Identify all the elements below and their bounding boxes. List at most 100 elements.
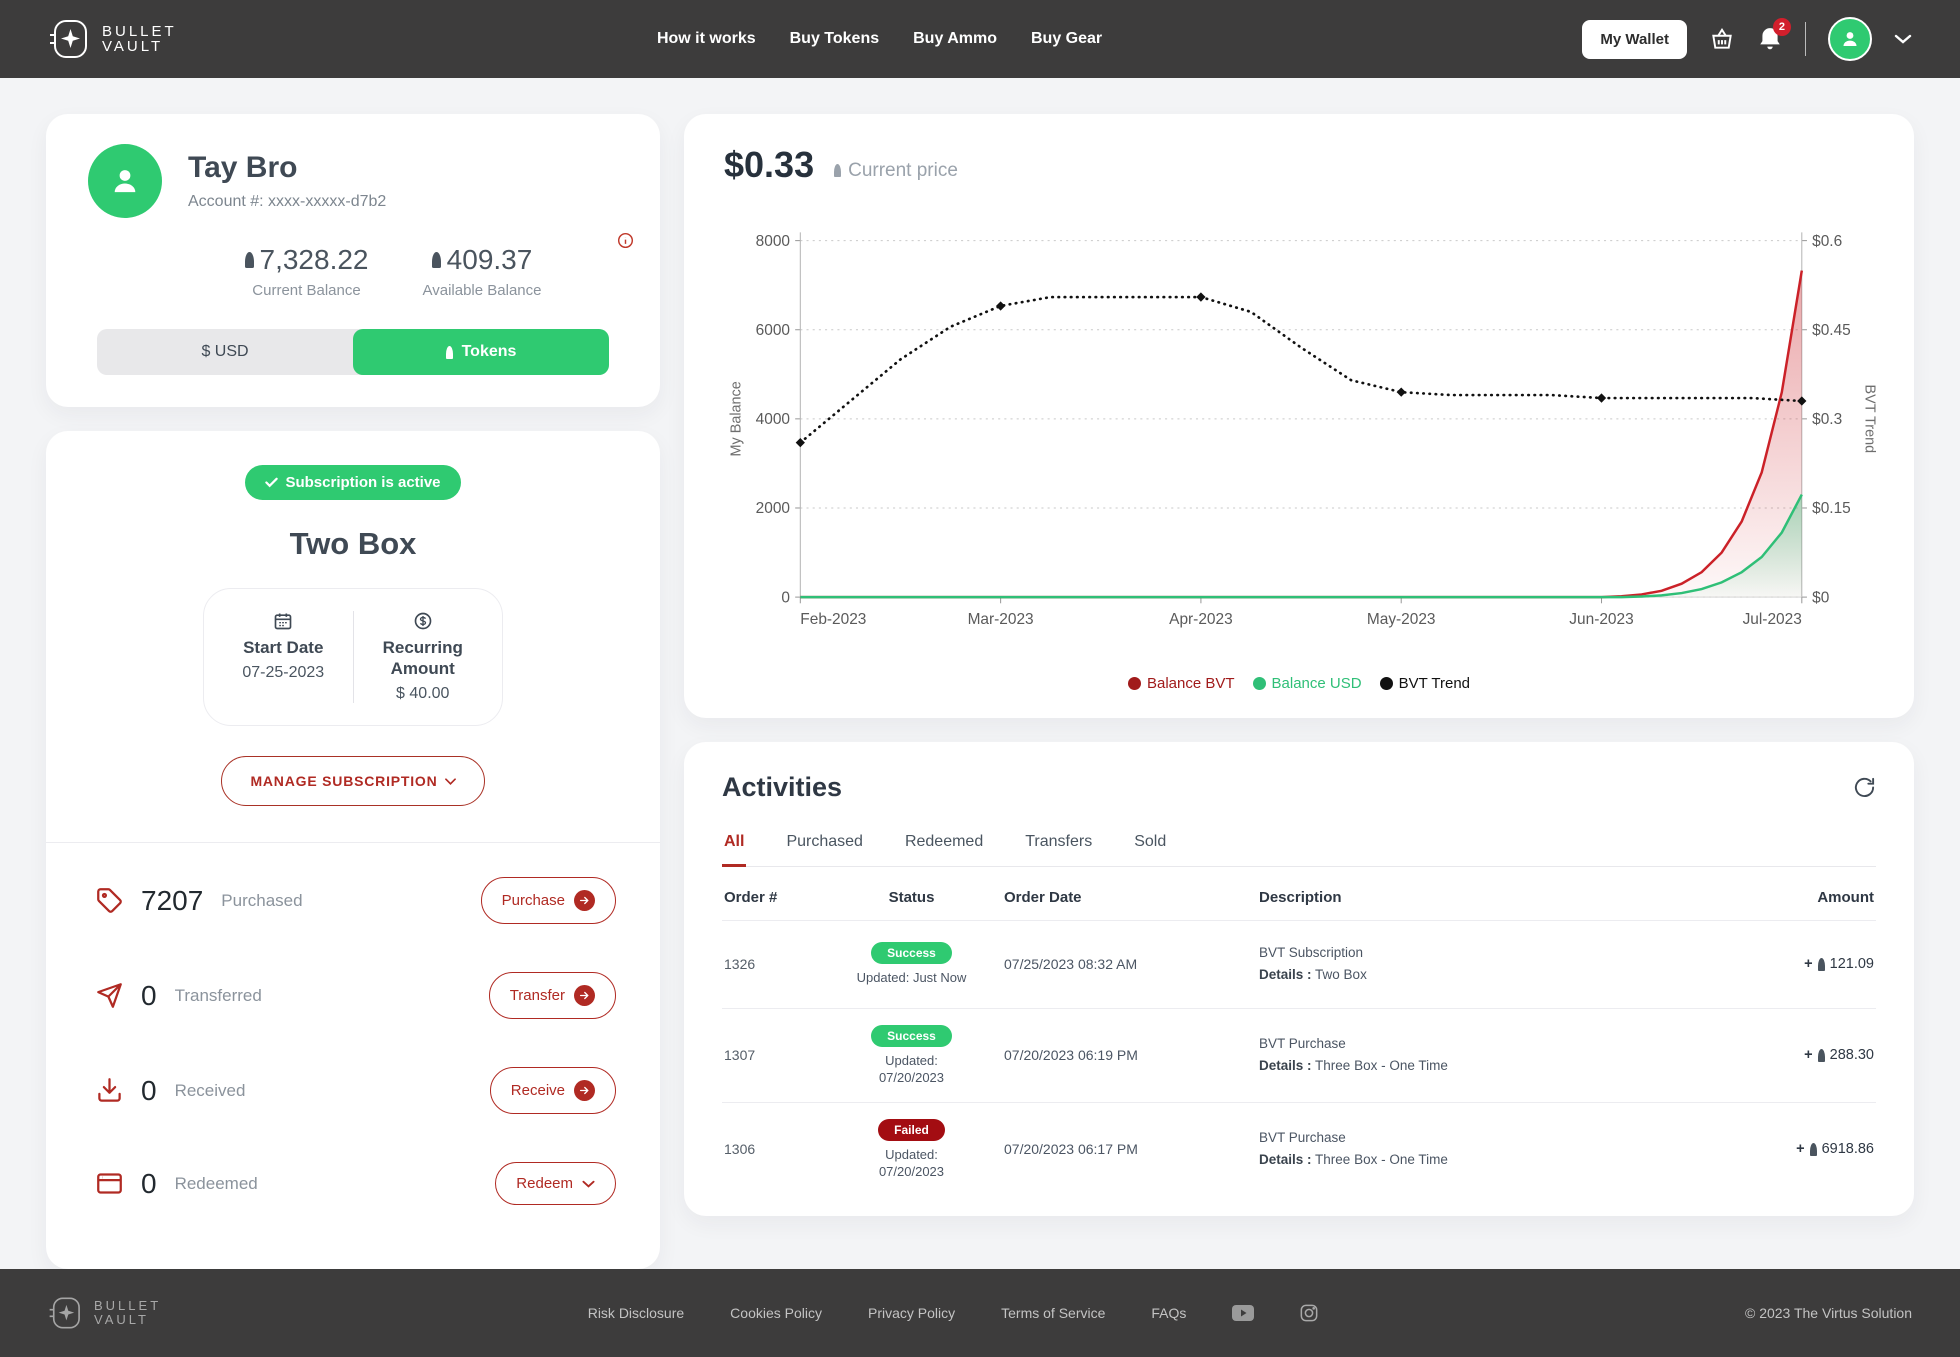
activities-title: Activities: [722, 771, 843, 802]
transfer-button[interactable]: Transfer: [488, 972, 616, 1019]
svg-text:$0.6: $0.6: [1812, 233, 1842, 250]
table-header: Order # Status Order Date Description Am…: [722, 867, 1876, 920]
nav-buy-tokens[interactable]: Buy Tokens: [789, 30, 880, 47]
footer-faqs[interactable]: FAQs: [1151, 1305, 1187, 1321]
recurring-amount-label: Recurring Amount: [382, 638, 463, 678]
legend-bvt-trend[interactable]: BVT Trend: [1379, 675, 1470, 692]
available-balance-block: 409.37 Available Balance: [423, 244, 542, 299]
tab-all[interactable]: All: [722, 833, 747, 867]
profile-account-number: Account #: xxxx-xxxxx-d7b2: [188, 193, 387, 210]
legend-balance-usd[interactable]: Balance USD: [1252, 675, 1362, 692]
cart-button[interactable]: [1709, 26, 1735, 52]
purchased-label: Purchased: [221, 890, 303, 910]
refresh-icon[interactable]: [1853, 776, 1876, 799]
order-amount: + 121.09: [1804, 956, 1874, 973]
receive-button[interactable]: Receive: [489, 1067, 616, 1114]
svg-text:4000: 4000: [756, 411, 790, 428]
info-icon[interactable]: [617, 232, 634, 249]
profile-name: Tay Bro: [188, 151, 298, 184]
tab-redeemed[interactable]: Redeemed: [904, 832, 984, 850]
dollar-circle-icon: [413, 611, 433, 631]
order-description: BVT Purchase Details : Three Box - One T…: [1259, 1036, 1448, 1074]
download-tray-icon: [96, 1077, 123, 1104]
wallet-card-icon: [96, 1170, 123, 1197]
plan-name: Two Box: [289, 526, 417, 561]
bullet-icon: [431, 252, 441, 268]
nav-buy-ammo[interactable]: Buy Ammo: [913, 30, 997, 47]
shopping-basket-icon: [1709, 26, 1735, 52]
tab-transfers[interactable]: Transfers: [1025, 832, 1093, 850]
order-amount: + 288.30: [1804, 1047, 1874, 1064]
svg-text:$0.45: $0.45: [1812, 322, 1851, 339]
tab-purchased[interactable]: Purchased: [786, 832, 863, 850]
purchase-button[interactable]: Purchase: [480, 877, 616, 924]
tab-sold[interactable]: Sold: [1134, 832, 1167, 850]
notifications-button[interactable]: 2: [1757, 18, 1791, 52]
main-content: Tay Bro Account #: xxxx-xxxxx-d7b2 7,328…: [0, 78, 1960, 1269]
divider: [46, 842, 660, 843]
copyright: © 2023 The Virtus Solution: [1744, 1305, 1912, 1321]
redeemed-label: Redeemed: [174, 1173, 258, 1193]
received-label: Received: [174, 1080, 246, 1100]
check-icon: [265, 477, 279, 488]
brand-logo[interactable]: BULLET VAULT: [48, 16, 177, 62]
footer-risk-disclosure[interactable]: Risk Disclosure: [587, 1305, 685, 1321]
order-id: 1307: [724, 1047, 756, 1064]
account-menu-chevron-icon[interactable]: [1894, 34, 1912, 44]
svg-text:BVT Trend: BVT Trend: [1862, 385, 1876, 454]
usd-toggle[interactable]: $ USD: [201, 343, 249, 360]
status-updated: Updated: 07/20/2023: [878, 1146, 945, 1179]
footer-privacy-policy[interactable]: Privacy Policy: [868, 1305, 956, 1321]
footer-cookies-policy[interactable]: Cookies Policy: [730, 1305, 822, 1321]
tag-icon: [96, 887, 123, 914]
my-wallet-button[interactable]: My Wallet: [1582, 19, 1687, 59]
chevron-down-icon: [582, 1180, 595, 1188]
notification-badge: 2: [1772, 18, 1791, 36]
calendar-icon: [273, 611, 293, 631]
manage-subscription-button[interactable]: MANAGE SUBSCRIPTION: [221, 756, 485, 806]
svg-text:2000: 2000: [756, 500, 790, 517]
nav-buy-gear[interactable]: Buy Gear: [1030, 30, 1103, 47]
svg-text:$0.15: $0.15: [1812, 500, 1851, 517]
person-icon: [1843, 32, 1857, 46]
user-avatar[interactable]: [1827, 17, 1872, 61]
activities-tabs: All Purchased Redeemed Transfers Sold: [722, 833, 1876, 867]
status-cell: Success Updated: 07/20/2023: [819, 1024, 1004, 1086]
legend-balance-bvt[interactable]: Balance BVT: [1127, 675, 1235, 692]
table-row[interactable]: 1306 Failed Updated: 07/20/2023 07/20/20…: [722, 1101, 1876, 1196]
footer-terms-of-service[interactable]: Terms of Service: [1001, 1305, 1106, 1321]
nav-how-it-works[interactable]: How it works: [656, 30, 756, 47]
received-count: 0: [141, 1074, 157, 1106]
order-amount: + 6918.86: [1796, 1141, 1874, 1158]
footer-logo[interactable]: BULLET VAULT: [48, 1294, 161, 1332]
redeem-button[interactable]: Redeem: [495, 1162, 616, 1205]
legend-dot: [1252, 676, 1266, 690]
arrow-right-icon: [574, 1080, 595, 1101]
table-row[interactable]: 1326 Success Updated: Just Now 07/25/202…: [722, 919, 1876, 1008]
footer-links: Risk Disclosure Cookies Policy Privacy P…: [161, 1304, 1745, 1322]
order-id: 1326: [724, 956, 756, 973]
order-date: 07/20/2023 06:19 PM: [1004, 1047, 1138, 1064]
bullet-icon: [1809, 1142, 1817, 1156]
person-icon: [114, 170, 136, 193]
profile-avatar: [88, 144, 162, 218]
svg-text:8000: 8000: [756, 233, 790, 250]
bullet-icon: [834, 164, 842, 177]
col-order: Order #: [724, 888, 778, 906]
redeemed-stat-row: 0 Redeemed Redeem: [76, 1138, 630, 1229]
header-divider: [1804, 22, 1806, 56]
bullet-icon: [445, 345, 453, 359]
instagram-icon[interactable]: [1300, 1304, 1318, 1322]
tokens-toggle[interactable]: Tokens: [353, 329, 609, 375]
table-row[interactable]: 1307 Success Updated: 07/20/2023 07/20/2…: [722, 1007, 1876, 1102]
chart-canvas: 0 $0 2000 $0.15 4000 $0.3 6000 $0.45 8000 $0.6 Feb…: [729, 232, 1876, 628]
col-description: Description: [1259, 888, 1342, 906]
order-date: 07/25/2023 08:32 AM: [1004, 956, 1138, 973]
activities-table: Order # Status Order Date Description Am…: [722, 867, 1876, 1196]
available-balance-value: 409.37: [446, 244, 533, 275]
footer: BULLET VAULT Risk Disclosure Cookies Pol…: [0, 1269, 1960, 1357]
current-balance-value: 7,328.22: [259, 244, 369, 275]
header: BULLET VAULT How it works Buy Tokens Buy…: [0, 0, 1960, 78]
svg-text:Jun-2023: Jun-2023: [1569, 611, 1633, 628]
youtube-icon[interactable]: [1232, 1305, 1255, 1321]
